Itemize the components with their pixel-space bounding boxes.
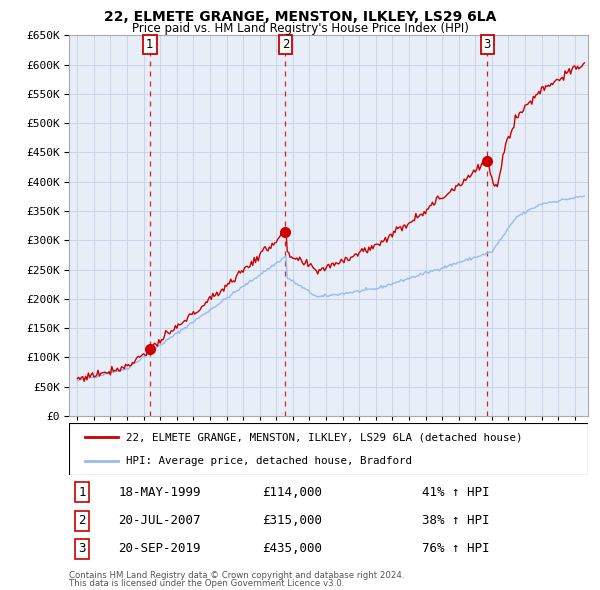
Text: 3: 3 xyxy=(78,542,86,555)
Text: 18-MAY-1999: 18-MAY-1999 xyxy=(119,486,201,499)
Text: 20-SEP-2019: 20-SEP-2019 xyxy=(119,542,201,555)
Text: This data is licensed under the Open Government Licence v3.0.: This data is licensed under the Open Gov… xyxy=(69,579,344,588)
Text: 3: 3 xyxy=(484,38,491,51)
Text: £435,000: £435,000 xyxy=(262,542,322,555)
Text: 1: 1 xyxy=(146,38,154,51)
Text: £114,000: £114,000 xyxy=(262,486,322,499)
Text: 2: 2 xyxy=(78,514,86,527)
Text: 76% ↑ HPI: 76% ↑ HPI xyxy=(422,542,490,555)
Text: £315,000: £315,000 xyxy=(262,514,322,527)
Text: Contains HM Land Registry data © Crown copyright and database right 2024.: Contains HM Land Registry data © Crown c… xyxy=(69,571,404,579)
Text: HPI: Average price, detached house, Bradford: HPI: Average price, detached house, Brad… xyxy=(126,456,412,466)
Text: 22, ELMETE GRANGE, MENSTON, ILKLEY, LS29 6LA (detached house): 22, ELMETE GRANGE, MENSTON, ILKLEY, LS29… xyxy=(126,432,523,442)
Text: 2: 2 xyxy=(281,38,289,51)
Text: 20-JUL-2007: 20-JUL-2007 xyxy=(119,514,201,527)
Text: 41% ↑ HPI: 41% ↑ HPI xyxy=(422,486,490,499)
FancyBboxPatch shape xyxy=(69,423,588,475)
Text: 22, ELMETE GRANGE, MENSTON, ILKLEY, LS29 6LA: 22, ELMETE GRANGE, MENSTON, ILKLEY, LS29… xyxy=(104,10,496,24)
Text: 1: 1 xyxy=(78,486,86,499)
Text: 38% ↑ HPI: 38% ↑ HPI xyxy=(422,514,490,527)
Text: Price paid vs. HM Land Registry's House Price Index (HPI): Price paid vs. HM Land Registry's House … xyxy=(131,22,469,35)
